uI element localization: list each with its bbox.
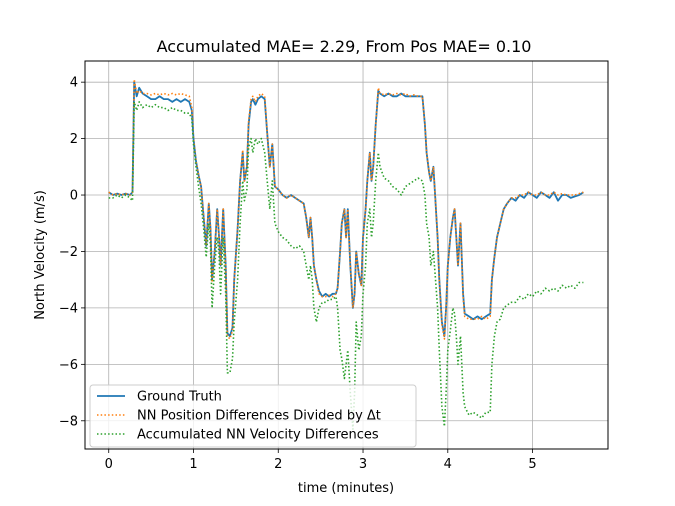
y-tick-label: −8 (59, 414, 78, 429)
y-tick-label: 2 (70, 132, 78, 147)
x-tick-label: 1 (189, 457, 197, 472)
series-layer (108, 78, 584, 431)
x-tick-label: 4 (444, 457, 452, 472)
x-axis-label: time (minutes) (298, 481, 394, 496)
y-axis-label: North Velocity (m/s) (33, 190, 48, 320)
y-tick-label: −6 (59, 358, 78, 373)
y-tick-label: −2 (59, 245, 78, 260)
y-tick-label: 4 (70, 76, 78, 91)
x-tick-label: 2 (274, 457, 282, 472)
chart-title: Accumulated MAE= 2.29, From Pos MAE= 0.1… (157, 37, 532, 56)
y-tick-label: 0 (70, 189, 78, 204)
y-tick-label: −4 (59, 301, 78, 316)
legend-box (89, 384, 417, 448)
x-axis-ticks: 0 1 2 3 4 5 (105, 449, 537, 472)
series-line-2 (108, 78, 584, 340)
legend: Ground Truth NN Position Differences Divi… (89, 384, 417, 448)
y-axis-ticks: 4 2 0 −2 −4 −6 −8 (59, 76, 85, 429)
plot-frame (84, 60, 609, 450)
x-tick-label: 0 (105, 457, 113, 472)
legend-label-2: NN Position Differences Divided by Δt (137, 409, 381, 424)
x-tick-label: 5 (528, 457, 536, 472)
legend-label-3: Accumulated NN Velocity Differences (137, 428, 379, 443)
legend-label-1: Ground Truth (137, 390, 222, 405)
series-line-3 (108, 101, 584, 431)
grid-lines (85, 61, 608, 449)
x-tick-label: 3 (359, 457, 367, 472)
